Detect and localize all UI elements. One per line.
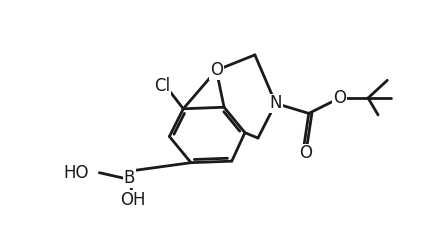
Text: N: N — [269, 94, 282, 112]
Text: O: O — [210, 61, 223, 79]
Text: O: O — [333, 89, 346, 107]
Text: Cl: Cl — [154, 77, 171, 95]
Text: O: O — [299, 144, 312, 163]
Text: B: B — [123, 169, 135, 187]
Text: OH: OH — [120, 191, 146, 209]
Text: HO: HO — [63, 164, 89, 182]
